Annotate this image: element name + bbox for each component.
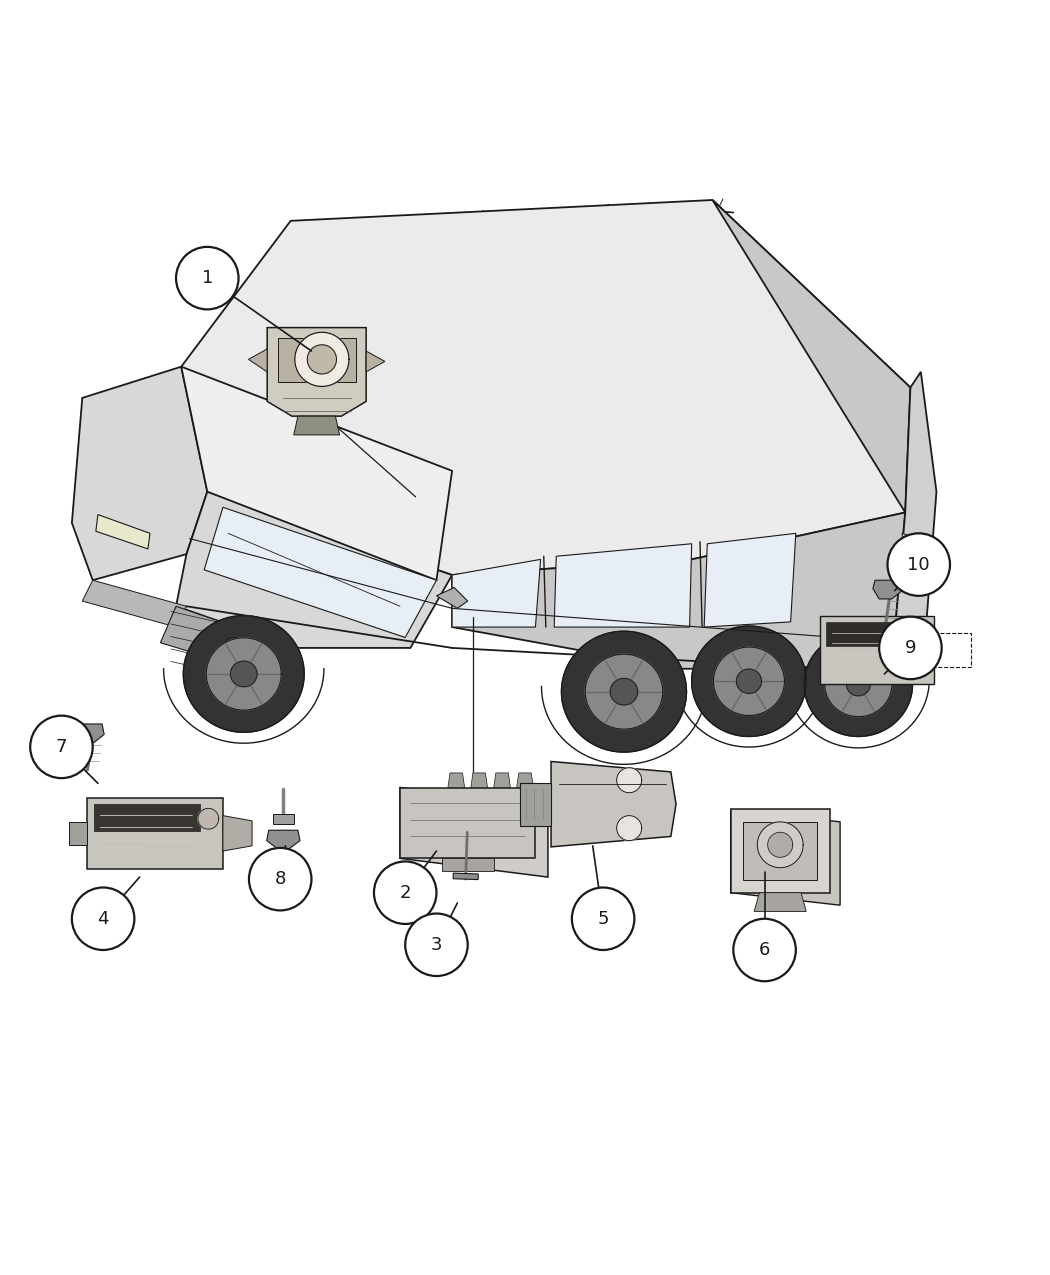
Polygon shape [692,626,806,737]
Polygon shape [308,344,336,374]
Polygon shape [267,830,300,853]
Text: 2: 2 [399,884,411,901]
Polygon shape [826,622,928,646]
Polygon shape [71,367,207,580]
Polygon shape [731,810,830,892]
Polygon shape [517,773,533,788]
Circle shape [879,617,942,680]
Polygon shape [184,616,304,732]
Polygon shape [161,606,296,680]
Polygon shape [743,822,817,880]
Polygon shape [902,533,923,580]
Text: 6: 6 [759,941,771,959]
Circle shape [30,715,92,778]
Polygon shape [442,858,494,871]
Polygon shape [204,507,437,638]
Polygon shape [731,810,840,905]
Polygon shape [206,638,281,710]
Polygon shape [294,416,339,435]
Polygon shape [562,631,687,752]
Polygon shape [616,816,642,840]
Text: 4: 4 [98,910,109,928]
Polygon shape [804,632,912,737]
Text: 10: 10 [907,556,930,574]
Polygon shape [230,662,257,687]
Polygon shape [454,873,479,880]
Polygon shape [520,783,551,825]
Polygon shape [366,351,385,372]
Text: 8: 8 [274,870,286,889]
Text: P/N 06 0 7 R: P/N 06 0 7 R [107,845,141,850]
Polygon shape [903,625,928,649]
Text: 1: 1 [202,269,213,287]
Polygon shape [895,372,937,632]
Polygon shape [400,788,548,877]
Polygon shape [873,580,902,599]
Polygon shape [736,669,761,694]
Circle shape [176,247,238,310]
Polygon shape [68,821,87,845]
Text: 7: 7 [56,738,67,756]
Circle shape [374,862,437,924]
Polygon shape [267,328,366,416]
Polygon shape [249,349,267,372]
Polygon shape [75,724,104,743]
Polygon shape [437,588,467,608]
Circle shape [249,848,312,910]
Circle shape [405,914,467,977]
Polygon shape [585,654,663,729]
Polygon shape [96,515,150,550]
Polygon shape [82,580,187,627]
Polygon shape [551,761,676,847]
Polygon shape [768,833,793,857]
Polygon shape [295,333,349,386]
Polygon shape [846,673,870,696]
Polygon shape [554,543,692,627]
Polygon shape [616,768,642,793]
Polygon shape [825,652,891,717]
Polygon shape [453,560,541,627]
Polygon shape [87,798,223,868]
Polygon shape [705,533,796,627]
Polygon shape [223,816,252,850]
Circle shape [572,887,634,950]
Polygon shape [277,338,356,382]
Polygon shape [453,200,910,669]
Polygon shape [494,773,510,788]
Polygon shape [197,808,218,829]
Text: 04820014AA: 04820014AA [109,835,149,840]
Polygon shape [182,367,453,580]
Polygon shape [713,646,784,715]
Polygon shape [182,200,910,575]
Polygon shape [223,638,244,658]
Polygon shape [754,892,806,912]
Polygon shape [610,678,637,705]
Polygon shape [400,788,536,858]
Polygon shape [273,813,294,824]
Polygon shape [757,822,803,868]
Circle shape [733,919,796,982]
Circle shape [71,887,134,950]
Polygon shape [448,773,464,788]
Polygon shape [470,773,487,788]
Text: 05139-020AA: 05139-020AA [842,652,885,657]
Text: 3: 3 [430,936,442,954]
Circle shape [887,533,950,595]
Text: 5: 5 [597,910,609,928]
Polygon shape [820,616,934,683]
Text: 9: 9 [905,639,917,657]
Polygon shape [176,492,453,648]
Polygon shape [93,805,200,831]
